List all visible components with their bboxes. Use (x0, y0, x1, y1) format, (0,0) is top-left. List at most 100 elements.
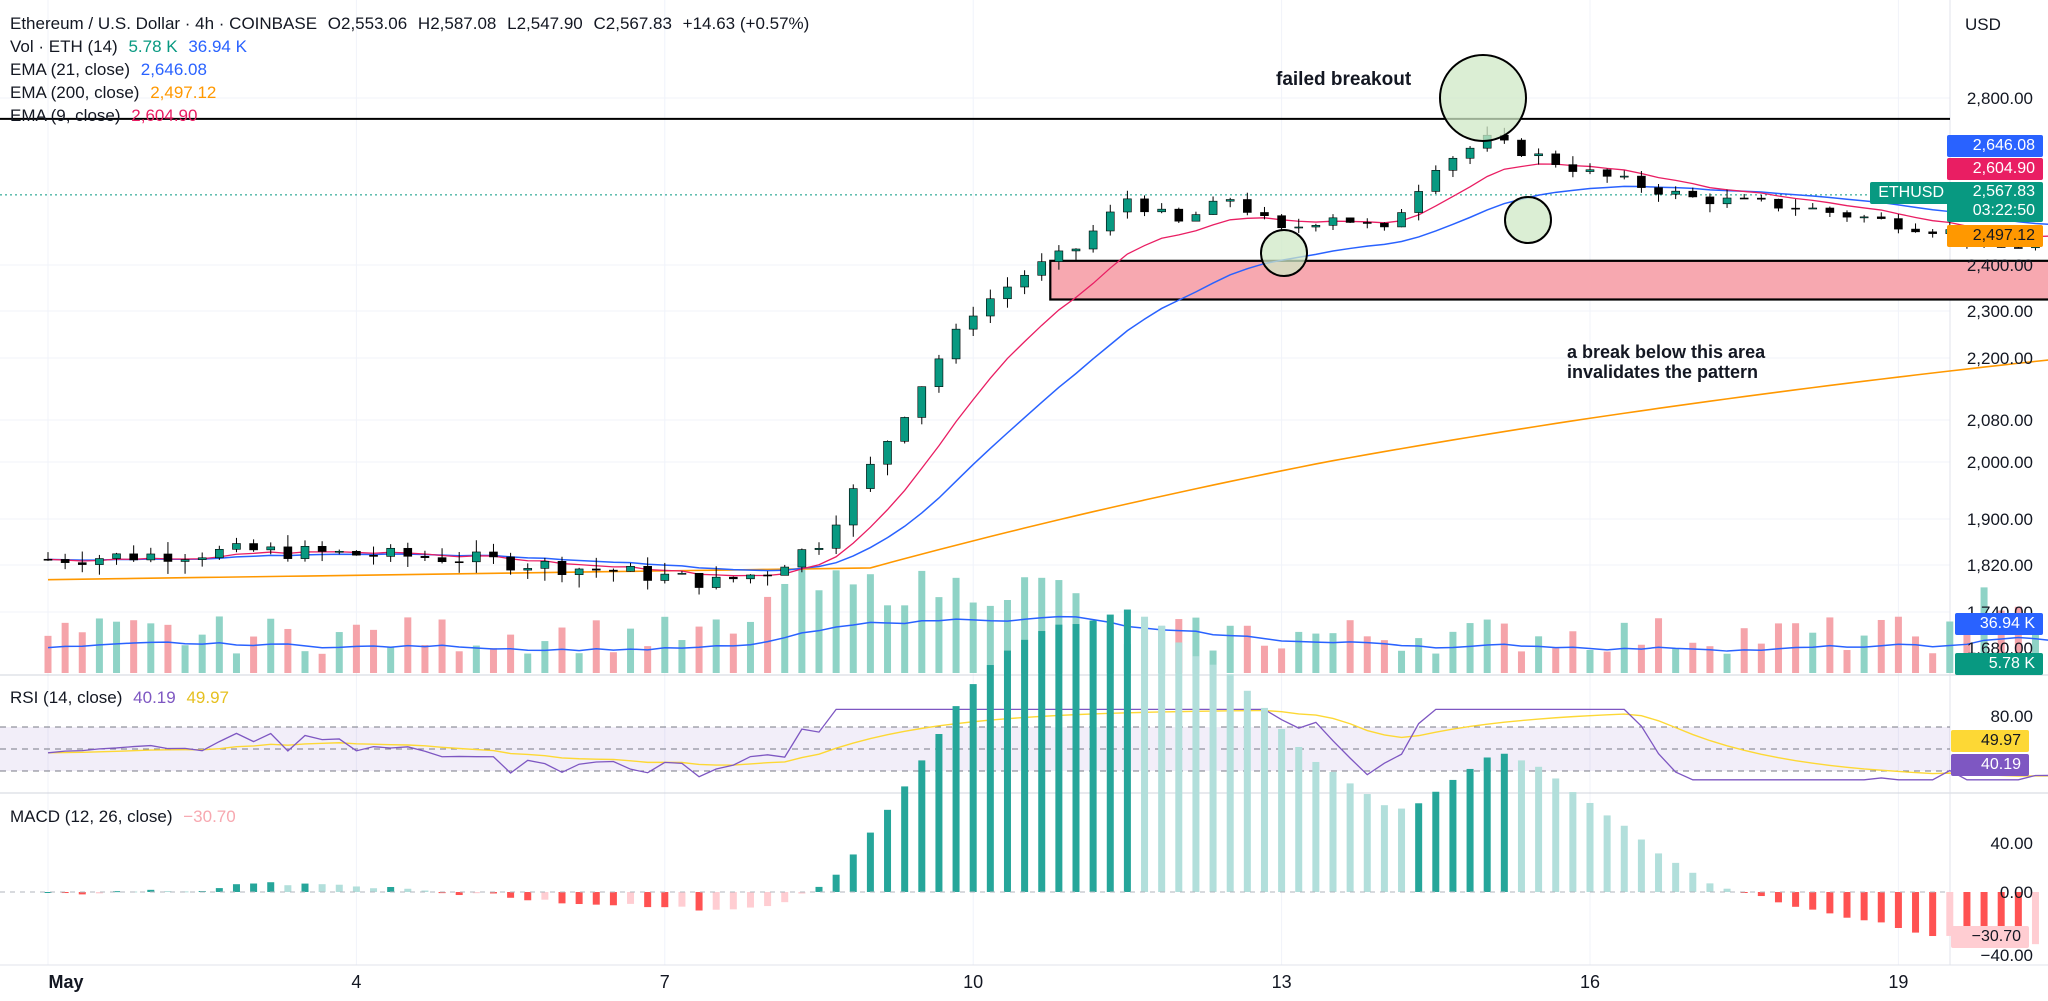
volume-bar (969, 602, 977, 673)
macd-bar (695, 892, 703, 911)
ema9-legend-row[interactable]: EMA (9, close) 2,604.90 (10, 104, 809, 127)
break-below-annotation-line1: a break below this area (1567, 342, 1766, 362)
volume-bar (1946, 621, 1954, 673)
volume-bar (884, 605, 892, 673)
macd-bar (644, 892, 652, 908)
candle-body (180, 559, 190, 562)
volume-bar (901, 605, 909, 673)
macd-bar (78, 892, 86, 895)
volume-bar (918, 570, 926, 673)
candle-body (866, 463, 875, 489)
macd-bar (1209, 664, 1217, 892)
macd-bar (301, 883, 309, 892)
candle-body (420, 555, 430, 558)
macd-bar (1997, 892, 2005, 945)
macd-bar (815, 886, 823, 892)
time-axis-label: 4 (351, 972, 361, 992)
macd-bar (1723, 888, 1731, 892)
macd-bar (507, 892, 515, 898)
change-value: +14.63 (+0.57%) (682, 14, 810, 33)
macd-bar (901, 786, 909, 892)
price-axis-label: 1,820.00 (1967, 556, 2033, 575)
volume-bar (113, 621, 121, 673)
retest-circle-right (1504, 196, 1552, 244)
candle-body (1705, 196, 1715, 205)
macd-bar (918, 760, 926, 892)
macd-bar (370, 888, 378, 892)
macd-bar (352, 886, 360, 892)
volume-bar (627, 628, 635, 673)
macd-bar (986, 665, 994, 892)
candle-body (146, 553, 156, 561)
volume-bar (1295, 631, 1303, 673)
volume-bar (387, 646, 395, 673)
macd-bar (1877, 892, 1885, 923)
candle-body (797, 549, 807, 568)
candle-body (1243, 199, 1252, 213)
volume-bar (1329, 633, 1337, 673)
vol-label: Vol · ETH (14) (10, 37, 118, 56)
macd-bar (1792, 892, 1800, 907)
macd-bar (1295, 746, 1303, 892)
macd-bar (1363, 794, 1371, 892)
ema200-legend-row[interactable]: EMA (200, close) 2,497.12 (10, 81, 809, 104)
macd-bar (764, 892, 772, 907)
volume-bar (764, 596, 772, 673)
candle-body (2014, 247, 2023, 249)
macd-bar (1466, 768, 1474, 892)
ema200-label: EMA (200, close) (10, 83, 140, 102)
volume-bar (1192, 617, 1200, 673)
macd-bar (164, 891, 172, 893)
macd-bar (387, 887, 395, 892)
macd-bar (627, 892, 635, 904)
macd-bar (1312, 761, 1320, 892)
candle-body (1911, 228, 1920, 233)
macd-bar (1774, 892, 1782, 903)
ema21-value: 2,646.08 (140, 60, 207, 79)
volume-bar (935, 597, 943, 673)
ema21-legend-row[interactable]: EMA (21, close) 2,646.08 (10, 58, 809, 81)
candle-body (1328, 217, 1338, 226)
volume-bar (198, 634, 206, 673)
candle-body (437, 557, 447, 563)
break-below-annotation-line2: invalidates the pattern (1567, 362, 1759, 382)
volume-bar (644, 646, 652, 673)
candle-body (746, 574, 755, 580)
ema9-price-badge: 2,604.90 (1947, 158, 2043, 180)
time-axis-label: 10 (963, 972, 983, 992)
candle-body (694, 572, 704, 588)
failed-breakout-circle (1439, 54, 1527, 142)
candle-body (112, 553, 121, 559)
candle-body (831, 524, 841, 549)
candle-body (1568, 164, 1578, 172)
candle-body (1020, 274, 1029, 288)
macd-bar (781, 892, 789, 903)
macd-bar (1072, 624, 1080, 892)
macd-value: −30.70 (183, 807, 236, 826)
volume-bar (849, 584, 857, 673)
macd-bar (421, 890, 429, 892)
candle-body (317, 546, 327, 552)
price-axis-label: 2,400.00 (1967, 256, 2033, 275)
volume-bar (1209, 650, 1217, 673)
volume-bar (1997, 610, 2005, 673)
macd-bar (1432, 791, 1440, 892)
volume-bar (1552, 648, 1560, 673)
macd-bar (935, 734, 943, 892)
vol-legend-row[interactable]: Vol · ETH (14) 5.78 K 36.94 K (10, 35, 809, 58)
candle-body (1894, 218, 1903, 230)
currency-label[interactable]: USD (1965, 15, 2001, 34)
rsi-legend[interactable]: RSI (14, close) 40.19 49.97 (10, 688, 229, 708)
macd-bar (1003, 650, 1011, 892)
macd-bar (2031, 892, 2039, 945)
volume-bar (1963, 619, 1971, 673)
candle-body (883, 441, 892, 465)
volume-bar (592, 620, 600, 673)
macd-legend[interactable]: MACD (12, 26, close) −30.70 (10, 807, 236, 827)
macd-bar (1689, 872, 1697, 892)
candle-body (900, 417, 909, 442)
candle-body (1311, 225, 1321, 228)
macd-bar (969, 684, 977, 892)
